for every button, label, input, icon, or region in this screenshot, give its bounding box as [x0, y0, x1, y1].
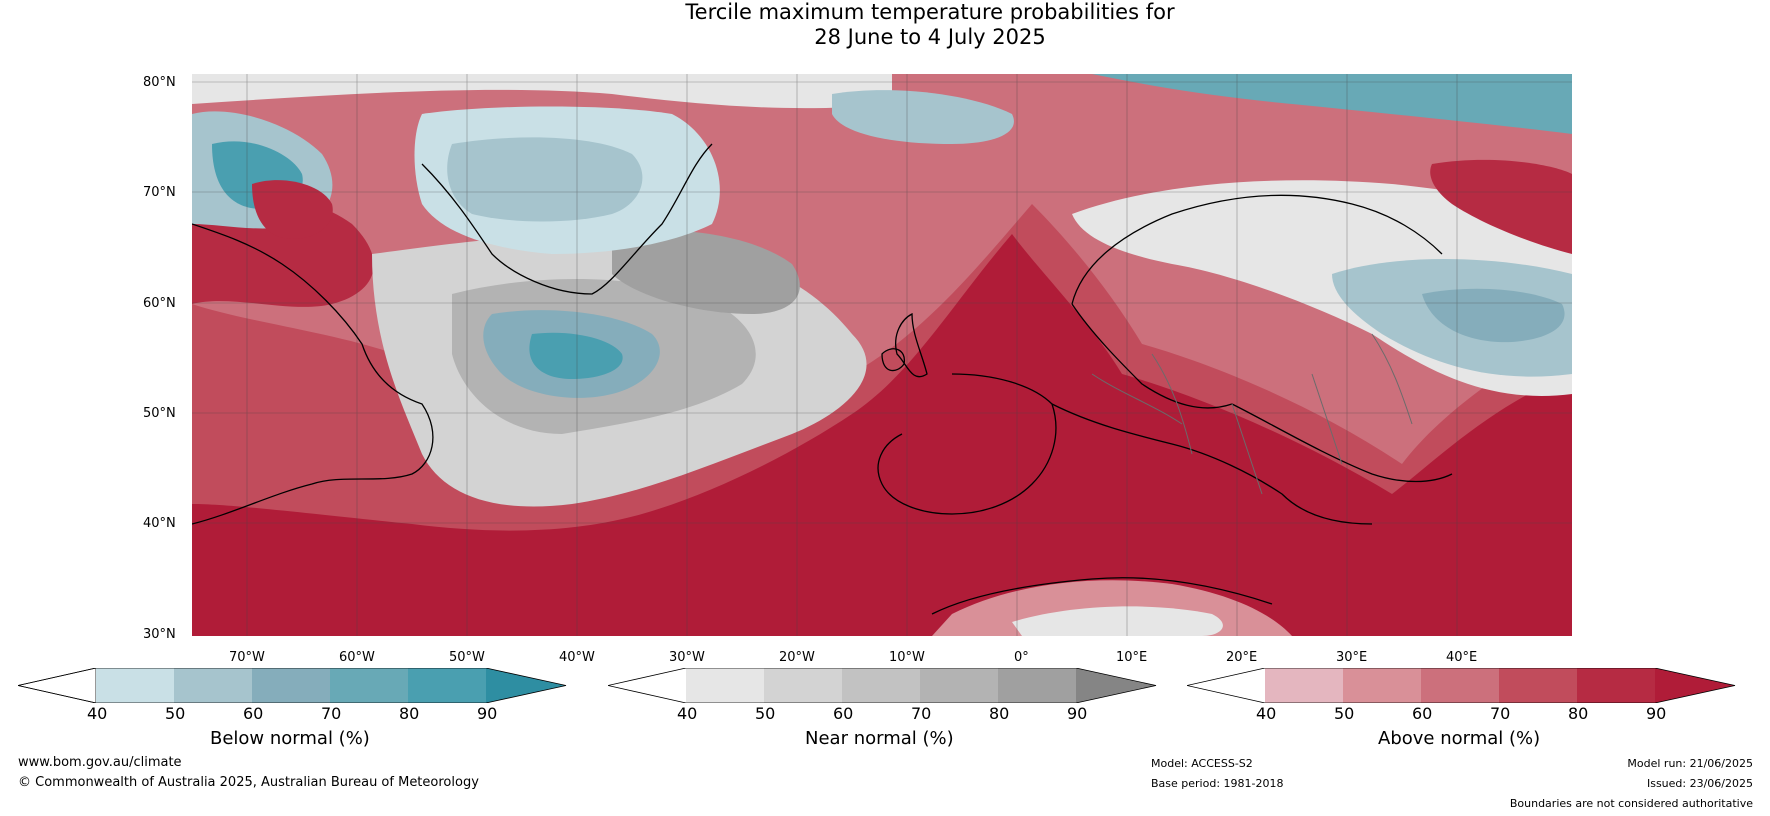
lat-label-80n: 80°N — [143, 75, 176, 90]
near-normal-bin-70-80 — [920, 668, 998, 703]
boundaries-disclaimer: Boundaries are not considered authoritat… — [1509, 797, 1753, 810]
near-normal-tick-90: 90 — [1067, 704, 1088, 723]
below-normal-bin-60-70 — [252, 668, 330, 703]
near-normal-low-extend — [608, 668, 686, 703]
near-normal-tick-70: 70 — [911, 704, 932, 723]
lat-label-40n: 40°N — [143, 516, 176, 531]
lon-label-10e: 10°E — [1116, 650, 1148, 665]
lon-label-40e: 40°E — [1446, 650, 1478, 665]
below-normal-tick-70: 70 — [321, 704, 342, 723]
lon-label-30w: 30°W — [669, 650, 705, 665]
copyright-text: © Commonwealth of Australia 2025, Austra… — [18, 775, 479, 790]
lon-label-20e: 20°E — [1226, 650, 1258, 665]
title-line-1: Tercile maximum temperature probabilitie… — [685, 0, 1175, 24]
map-title: Tercile maximum temperature probabilitie… — [0, 0, 1770, 50]
near-normal-bin-80-90 — [998, 668, 1076, 703]
above-normal-bin-40-50 — [1265, 668, 1343, 703]
below-normal-bin-40-50 — [96, 668, 174, 703]
lon-label-20w: 20°W — [779, 650, 815, 665]
lon-label-10w: 10°W — [889, 650, 925, 665]
map-canvas — [192, 74, 1572, 636]
below-normal-title: Below normal (%) — [210, 728, 370, 749]
base-period: Base period: 1981-2018 — [1151, 777, 1284, 790]
issued-date: Issued: 23/06/2025 — [1646, 777, 1753, 790]
above-normal-low-extend — [1187, 668, 1265, 703]
near-normal-bin-60-70 — [842, 668, 920, 703]
above-normal-tick-50: 50 — [1334, 704, 1355, 723]
below-normal-tick-80: 80 — [399, 704, 420, 723]
near-normal-title: Near normal (%) — [805, 728, 954, 749]
below-normal-tick-90: 90 — [477, 704, 498, 723]
model-run: Model run: 21/06/2025 — [1627, 757, 1753, 770]
lon-label-30e: 30°E — [1336, 650, 1368, 665]
above-normal-tick-40: 40 — [1256, 704, 1277, 723]
above-normal-colorbar — [1187, 668, 1736, 703]
above-normal-bin-60-70 — [1421, 668, 1499, 703]
below-normal-tick-50: 50 — [165, 704, 186, 723]
above-normal-tick-60: 60 — [1412, 704, 1433, 723]
above-normal-bin-80-90 — [1577, 668, 1655, 703]
near-normal-tick-60: 60 — [833, 704, 854, 723]
model-name: Model: ACCESS-S2 — [1151, 757, 1253, 770]
below-normal-low-extend — [18, 668, 97, 703]
lat-label-50n: 50°N — [143, 406, 176, 421]
lat-label-30n: 30°N — [143, 627, 176, 642]
website-link[interactable]: www.bom.gov.au/climate — [18, 755, 182, 770]
near-normal-tick-40: 40 — [677, 704, 698, 723]
below-normal-tick-40: 40 — [87, 704, 108, 723]
below-normal-bin-50-60 — [174, 668, 252, 703]
below-normal-bin-70-80 — [330, 668, 408, 703]
lon-label-60w: 60°W — [339, 650, 375, 665]
lon-label-0: 0° — [1014, 650, 1029, 665]
below-normal-tick-60: 60 — [243, 704, 264, 723]
lon-label-50w: 50°W — [449, 650, 485, 665]
lon-label-70w: 70°W — [229, 650, 265, 665]
near-normal-colorbar — [608, 668, 1157, 703]
below-normal-bin-80-90 — [408, 668, 486, 703]
above-normal-tick-80: 80 — [1568, 704, 1589, 723]
lat-label-70n: 70°N — [143, 185, 176, 200]
above-normal-title: Above normal (%) — [1378, 728, 1541, 749]
lon-label-40w: 40°W — [559, 650, 595, 665]
lat-label-60n: 60°N — [143, 296, 176, 311]
below-normal-colorbar — [18, 668, 567, 703]
above-normal-bin-50-60 — [1343, 668, 1421, 703]
near-normal-tick-80: 80 — [989, 704, 1010, 723]
near-normal-bin-40-50 — [686, 668, 764, 703]
above-normal-tick-70: 70 — [1490, 704, 1511, 723]
near-normal-high-extend — [1076, 668, 1156, 703]
title-line-2: 28 June to 4 July 2025 — [814, 25, 1046, 49]
above-normal-tick-90: 90 — [1646, 704, 1667, 723]
above-normal-bin-70-80 — [1499, 668, 1577, 703]
probability-map — [192, 74, 1572, 636]
below-normal-high-extend — [486, 668, 566, 703]
near-normal-tick-50: 50 — [755, 704, 776, 723]
near-normal-bin-50-60 — [764, 668, 842, 703]
above-normal-high-extend — [1655, 668, 1735, 703]
